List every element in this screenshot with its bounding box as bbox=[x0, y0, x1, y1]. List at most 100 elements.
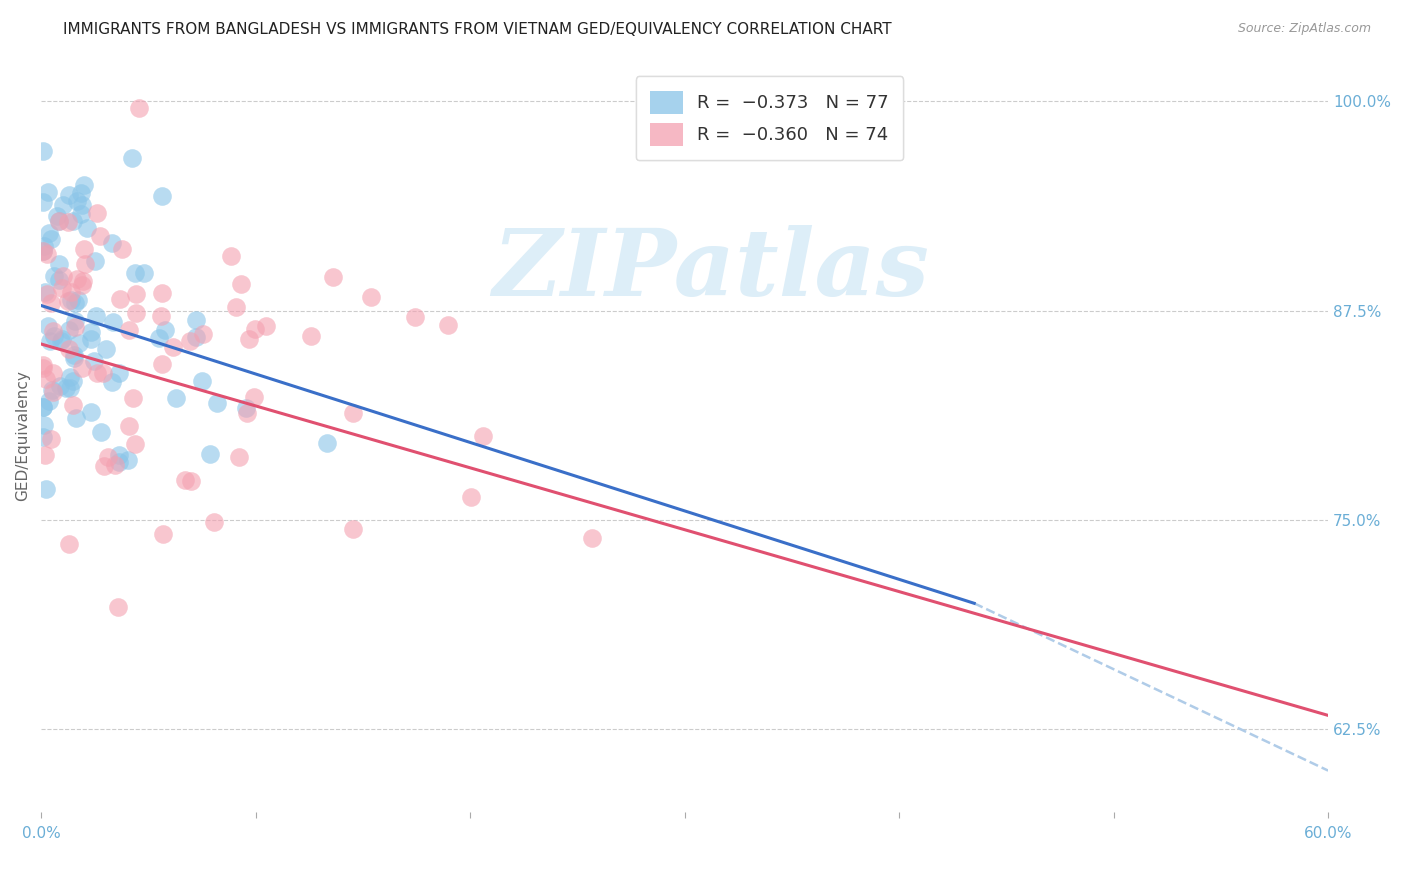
Point bbox=[128, 101, 150, 115]
Point bbox=[41, 383, 63, 397]
Point bbox=[56, 215, 79, 229]
Point bbox=[107, 366, 129, 380]
Point bbox=[32, 360, 55, 375]
Point bbox=[342, 523, 364, 537]
Point bbox=[198, 447, 221, 461]
Point bbox=[32, 359, 55, 373]
Point bbox=[125, 306, 148, 320]
Point bbox=[122, 391, 145, 405]
Point bbox=[235, 401, 257, 415]
Point bbox=[165, 391, 187, 405]
Point bbox=[44, 268, 66, 283]
Point bbox=[86, 206, 108, 220]
Point bbox=[236, 406, 259, 420]
Text: Source: ZipAtlas.com: Source: ZipAtlas.com bbox=[1237, 22, 1371, 36]
Point bbox=[186, 330, 208, 344]
Point bbox=[118, 322, 141, 336]
Point bbox=[207, 396, 229, 410]
Point bbox=[51, 281, 73, 295]
Point bbox=[118, 418, 141, 433]
Point bbox=[84, 253, 107, 268]
Point bbox=[42, 366, 65, 380]
Text: IMMIGRANTS FROM BANGLADESH VS IMMIGRANTS FROM VIETNAM GED/EQUIVALENCY CORRELATIO: IMMIGRANTS FROM BANGLADESH VS IMMIGRANTS… bbox=[63, 22, 891, 37]
Point bbox=[35, 372, 58, 386]
Point bbox=[191, 326, 214, 341]
Point bbox=[108, 449, 131, 463]
Point bbox=[229, 277, 252, 291]
Point bbox=[62, 214, 84, 228]
Point bbox=[472, 429, 495, 443]
Point bbox=[110, 242, 132, 256]
Point bbox=[153, 323, 176, 337]
Point bbox=[315, 436, 337, 450]
Point bbox=[124, 436, 146, 450]
Point bbox=[48, 273, 70, 287]
Point bbox=[184, 313, 207, 327]
Point bbox=[66, 194, 89, 208]
Point bbox=[35, 483, 58, 497]
Point bbox=[86, 366, 108, 380]
Point bbox=[32, 239, 55, 253]
Point bbox=[103, 315, 125, 329]
Point bbox=[38, 227, 60, 241]
Point bbox=[221, 249, 243, 263]
Point bbox=[69, 186, 91, 200]
Point bbox=[46, 210, 69, 224]
Point bbox=[228, 450, 250, 465]
Point bbox=[39, 432, 62, 446]
Point bbox=[125, 287, 148, 301]
Point bbox=[66, 293, 89, 308]
Point bbox=[67, 336, 90, 351]
Point bbox=[63, 348, 86, 362]
Point bbox=[245, 321, 267, 335]
Point bbox=[83, 353, 105, 368]
Point bbox=[93, 459, 115, 474]
Point bbox=[152, 526, 174, 541]
Point bbox=[63, 314, 86, 328]
Point bbox=[101, 376, 124, 390]
Point bbox=[101, 236, 124, 251]
Point bbox=[35, 247, 58, 261]
Point bbox=[90, 425, 112, 440]
Point bbox=[51, 332, 73, 346]
Point bbox=[32, 244, 55, 259]
Point bbox=[49, 334, 72, 348]
Point bbox=[32, 400, 55, 414]
Point bbox=[65, 410, 87, 425]
Point bbox=[65, 295, 87, 310]
Point bbox=[80, 325, 103, 339]
Point bbox=[39, 232, 62, 246]
Point bbox=[104, 458, 127, 473]
Point bbox=[342, 406, 364, 420]
Point bbox=[59, 370, 82, 384]
Point bbox=[42, 328, 65, 343]
Point bbox=[108, 293, 131, 307]
Point bbox=[89, 228, 111, 243]
Point bbox=[132, 266, 155, 280]
Point bbox=[32, 429, 55, 443]
Point bbox=[174, 473, 197, 487]
Point bbox=[150, 285, 173, 300]
Point bbox=[34, 285, 56, 299]
Point bbox=[581, 531, 603, 545]
Point bbox=[107, 599, 129, 614]
Point bbox=[48, 213, 70, 227]
Point bbox=[202, 515, 225, 529]
Point bbox=[62, 374, 84, 388]
Point bbox=[59, 285, 82, 300]
Y-axis label: GED/Equivalency: GED/Equivalency bbox=[15, 370, 30, 501]
Point bbox=[150, 358, 173, 372]
Point bbox=[58, 537, 80, 551]
Point bbox=[75, 257, 97, 271]
Text: ZIPatlas: ZIPatlas bbox=[492, 226, 929, 316]
Point bbox=[225, 300, 247, 314]
Point bbox=[39, 334, 62, 349]
Point bbox=[70, 360, 93, 375]
Point bbox=[41, 384, 63, 399]
Point bbox=[37, 185, 59, 199]
Point bbox=[70, 198, 93, 212]
Point bbox=[76, 221, 98, 235]
Point bbox=[37, 319, 59, 334]
Point bbox=[191, 374, 214, 388]
Point bbox=[242, 390, 264, 404]
